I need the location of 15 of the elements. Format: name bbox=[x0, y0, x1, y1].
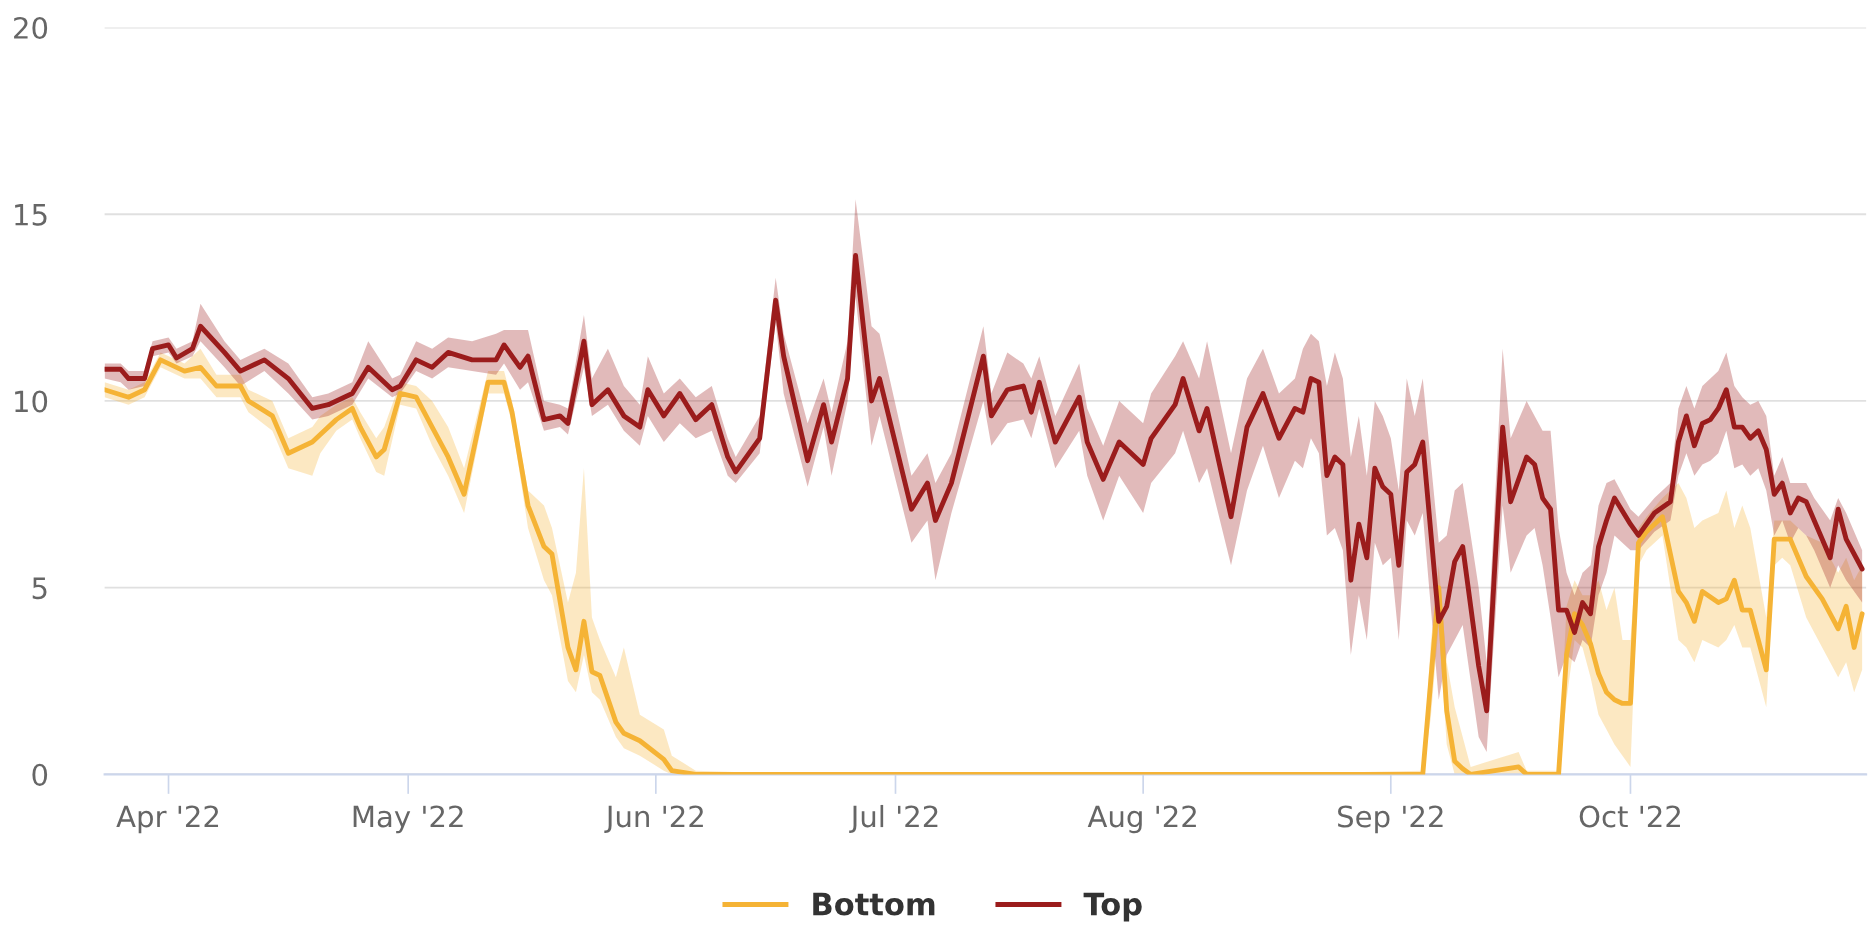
y-tick-label: 20 bbox=[14, 16, 48, 40]
x-tick-label: Jun '22 bbox=[604, 805, 703, 833]
y-tick-label: 15 bbox=[15, 204, 47, 226]
y-tick-label: 5 bbox=[32, 577, 47, 600]
x-tick-label: Jul '22 bbox=[849, 804, 938, 833]
x-tick-label: Apr '22 bbox=[116, 805, 219, 834]
line-series bbox=[104, 252, 1865, 714]
x-tick-label: Aug '22 bbox=[1087, 805, 1196, 834]
x-tick-label: May '22 bbox=[353, 805, 463, 834]
x-tick-label: Oct '22 bbox=[1579, 805, 1680, 828]
y-tick-label: 10 bbox=[15, 390, 48, 413]
legend-label: Bottom bbox=[813, 892, 935, 916]
legend-label: Top bbox=[1083, 892, 1142, 922]
x-tick-label: Sep '22 bbox=[1338, 805, 1443, 834]
y-tick-label: 0 bbox=[32, 763, 48, 786]
